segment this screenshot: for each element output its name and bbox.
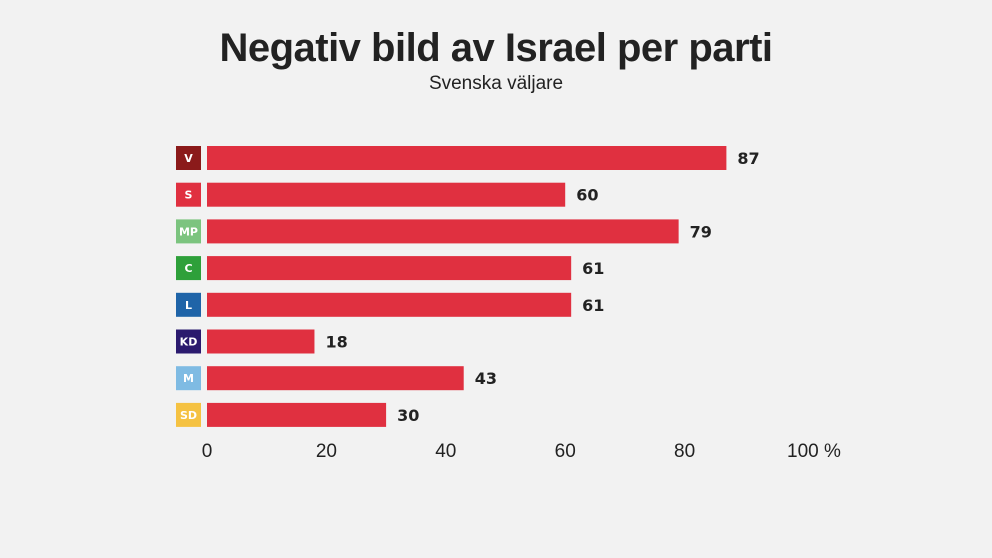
- party-label: MP: [179, 225, 198, 238]
- value-label: 18: [325, 333, 347, 352]
- bar: [207, 329, 315, 354]
- value-label: 61: [582, 296, 604, 315]
- party-label: KD: [180, 336, 198, 349]
- party-badge: [176, 219, 201, 244]
- bar: [207, 219, 679, 244]
- party-badge: [176, 146, 201, 170]
- value-label: 79: [690, 222, 712, 241]
- value-label: 87: [737, 149, 759, 168]
- bar: [207, 256, 572, 281]
- bar: [207, 146, 727, 170]
- party-label: S: [185, 189, 193, 202]
- party-badge: [176, 182, 201, 207]
- bar-row: M 43: [176, 366, 497, 391]
- chart-title: Negativ bild av Israel per parti: [219, 26, 773, 70]
- bar: [207, 182, 566, 207]
- bar: [207, 366, 464, 391]
- bar-row: MP 79: [176, 219, 712, 244]
- bar: [207, 292, 572, 317]
- party-label: V: [184, 152, 193, 165]
- x-tick-label: 100 %: [787, 441, 841, 462]
- x-tick-label: 60: [555, 441, 576, 462]
- party-badge: [176, 292, 201, 317]
- bar-row: SD 30: [176, 402, 419, 427]
- party-label: SD: [180, 409, 197, 422]
- x-tick-label: 0: [202, 441, 213, 462]
- x-tick-label: 40: [435, 441, 456, 462]
- party-badge: [176, 329, 201, 354]
- value-label: 61: [582, 259, 604, 278]
- party-label: M: [183, 372, 194, 385]
- bar-row: KD 18: [176, 329, 348, 354]
- party-label: C: [184, 262, 192, 275]
- bar-row: C 61: [176, 256, 604, 281]
- x-tick-label: 20: [316, 441, 337, 462]
- party-badge: [176, 366, 201, 391]
- value-label: 43: [475, 369, 497, 388]
- value-label: 60: [576, 186, 598, 205]
- bar: [207, 402, 387, 427]
- bar-row: L 61: [176, 292, 604, 317]
- bar-row: V 87: [176, 146, 760, 170]
- value-label: 30: [397, 406, 419, 425]
- bar-row: S 60: [176, 182, 598, 207]
- chart-subtitle: Svenska väljare: [428, 73, 564, 94]
- party-badge: [176, 256, 201, 281]
- party-badge: [176, 402, 201, 427]
- x-tick-label: 80: [674, 441, 695, 462]
- party-label: L: [185, 299, 192, 312]
